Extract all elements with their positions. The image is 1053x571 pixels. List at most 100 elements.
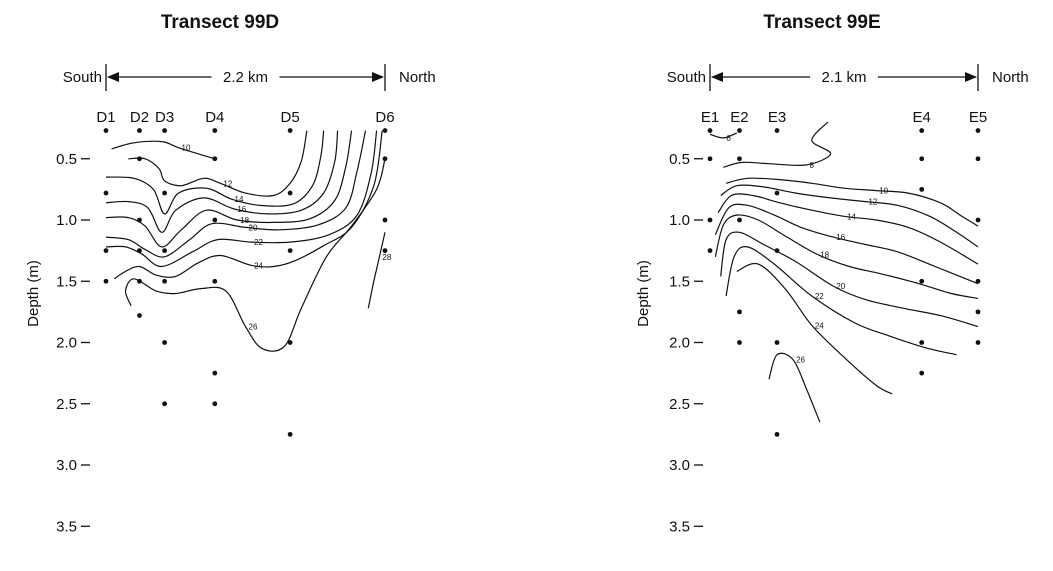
y-tick-label: 1.0 bbox=[669, 212, 690, 229]
sample-point bbox=[382, 248, 388, 254]
contour-line-14 bbox=[717, 193, 979, 265]
sample-point bbox=[975, 278, 981, 284]
y-tick-label: 3.5 bbox=[56, 518, 77, 535]
contour-label: 12 bbox=[223, 179, 232, 188]
contour-label: 26 bbox=[249, 323, 258, 332]
distance-label: 2.2 km bbox=[223, 69, 268, 86]
sample-point bbox=[774, 190, 780, 196]
arrowhead-right bbox=[372, 72, 384, 82]
contour-line-20 bbox=[720, 231, 979, 328]
station-label: E2 bbox=[730, 109, 748, 126]
contour-label: 22 bbox=[815, 292, 824, 301]
distance-label: 2.1 km bbox=[821, 69, 866, 86]
sample-point bbox=[919, 340, 925, 345]
y-tick-label: 1.5 bbox=[56, 273, 77, 290]
contour-label: 12 bbox=[868, 198, 877, 207]
transect-99e-panel: Transect 99E South North 2.1 km E1 E2 E3 E4 E5 0.… bbox=[635, 12, 1029, 535]
sample-point bbox=[287, 340, 293, 345]
contour-label: 22 bbox=[254, 238, 263, 247]
y-axis-label: Depth (m) bbox=[25, 260, 42, 327]
sample-point bbox=[707, 156, 713, 162]
contour-line-26 bbox=[768, 352, 821, 423]
sample-point bbox=[707, 217, 713, 223]
contour-label: 14 bbox=[847, 212, 856, 221]
sample-point bbox=[287, 431, 293, 437]
sample-point bbox=[737, 156, 742, 162]
sample-point bbox=[975, 128, 981, 133]
contour-line-28 bbox=[367, 232, 386, 309]
contour-line-10 bbox=[111, 140, 215, 160]
station-label: D5 bbox=[281, 109, 300, 126]
contour-line-22 bbox=[725, 246, 957, 356]
sample-point bbox=[212, 401, 218, 407]
sample-point bbox=[103, 278, 109, 284]
sample-point bbox=[212, 217, 218, 223]
sample-point bbox=[707, 248, 713, 254]
sample-point bbox=[287, 128, 293, 133]
contour-label: 28 bbox=[382, 253, 391, 262]
sample-point bbox=[137, 156, 142, 162]
sample-point bbox=[382, 156, 388, 162]
arrowhead-right bbox=[965, 72, 977, 82]
contour-label: 8 bbox=[809, 161, 814, 170]
sample-point bbox=[919, 128, 925, 133]
sample-point bbox=[774, 128, 780, 133]
sample-point bbox=[162, 278, 167, 284]
sample-point bbox=[774, 431, 780, 437]
y-tick-label: 3.0 bbox=[56, 457, 77, 474]
sample-point bbox=[707, 128, 713, 133]
sample-point bbox=[103, 128, 109, 133]
y-tick-label: 2.5 bbox=[669, 396, 690, 413]
north-label: North bbox=[992, 69, 1029, 86]
north-label: North bbox=[399, 69, 436, 86]
sample-point bbox=[137, 248, 142, 254]
contour-label: 14 bbox=[235, 195, 244, 204]
sample-point bbox=[212, 278, 218, 284]
contour-line-16 bbox=[105, 130, 339, 233]
contour-line-20 bbox=[105, 130, 367, 258]
station-label: D3 bbox=[155, 109, 174, 126]
contour-line-24 bbox=[114, 130, 383, 280]
south-label: South bbox=[667, 69, 706, 86]
chart-title: Transect 99E bbox=[763, 12, 880, 33]
south-label: South bbox=[63, 69, 102, 86]
sample-point bbox=[212, 128, 218, 133]
contour-label: 18 bbox=[240, 216, 249, 225]
sample-point bbox=[162, 128, 167, 133]
station-label: E4 bbox=[913, 109, 931, 126]
contour-label: 20 bbox=[249, 223, 258, 232]
sample-point bbox=[975, 217, 981, 223]
sample-point bbox=[137, 217, 142, 223]
contour-line-8 bbox=[723, 121, 832, 168]
contour-label: 6 bbox=[726, 134, 731, 143]
sample-point bbox=[103, 248, 109, 254]
contour-label: 18 bbox=[820, 250, 829, 259]
y-tick-label: 3.5 bbox=[669, 518, 690, 535]
contour-line-18 bbox=[105, 130, 353, 248]
y-tick-label: 1.5 bbox=[669, 273, 690, 290]
station-label: D2 bbox=[130, 109, 149, 126]
contour-line-14 bbox=[105, 130, 325, 215]
arrowhead-left bbox=[711, 72, 723, 82]
chart-title: Transect 99D bbox=[161, 12, 279, 33]
sample-point bbox=[975, 156, 981, 162]
contour-label: 24 bbox=[254, 261, 263, 270]
contour-label: 10 bbox=[182, 144, 191, 153]
sample-point bbox=[162, 248, 167, 254]
sample-point bbox=[137, 128, 142, 133]
sample-point bbox=[919, 186, 925, 192]
sample-point bbox=[774, 340, 780, 345]
transect-99d-panel: Transect 99D South North 2.2 km D1 D2 D3 D4 D5 D6… bbox=[25, 12, 436, 535]
station-label: D1 bbox=[96, 109, 115, 126]
sample-point bbox=[737, 128, 742, 133]
sample-point bbox=[737, 217, 742, 223]
contour-label: 24 bbox=[815, 321, 824, 330]
station-label: E5 bbox=[969, 109, 987, 126]
sample-point bbox=[162, 340, 167, 345]
sample-point bbox=[287, 190, 293, 196]
sample-point bbox=[919, 156, 925, 162]
sample-point bbox=[162, 190, 167, 196]
station-label: E1 bbox=[701, 109, 719, 126]
sample-point bbox=[919, 370, 925, 376]
